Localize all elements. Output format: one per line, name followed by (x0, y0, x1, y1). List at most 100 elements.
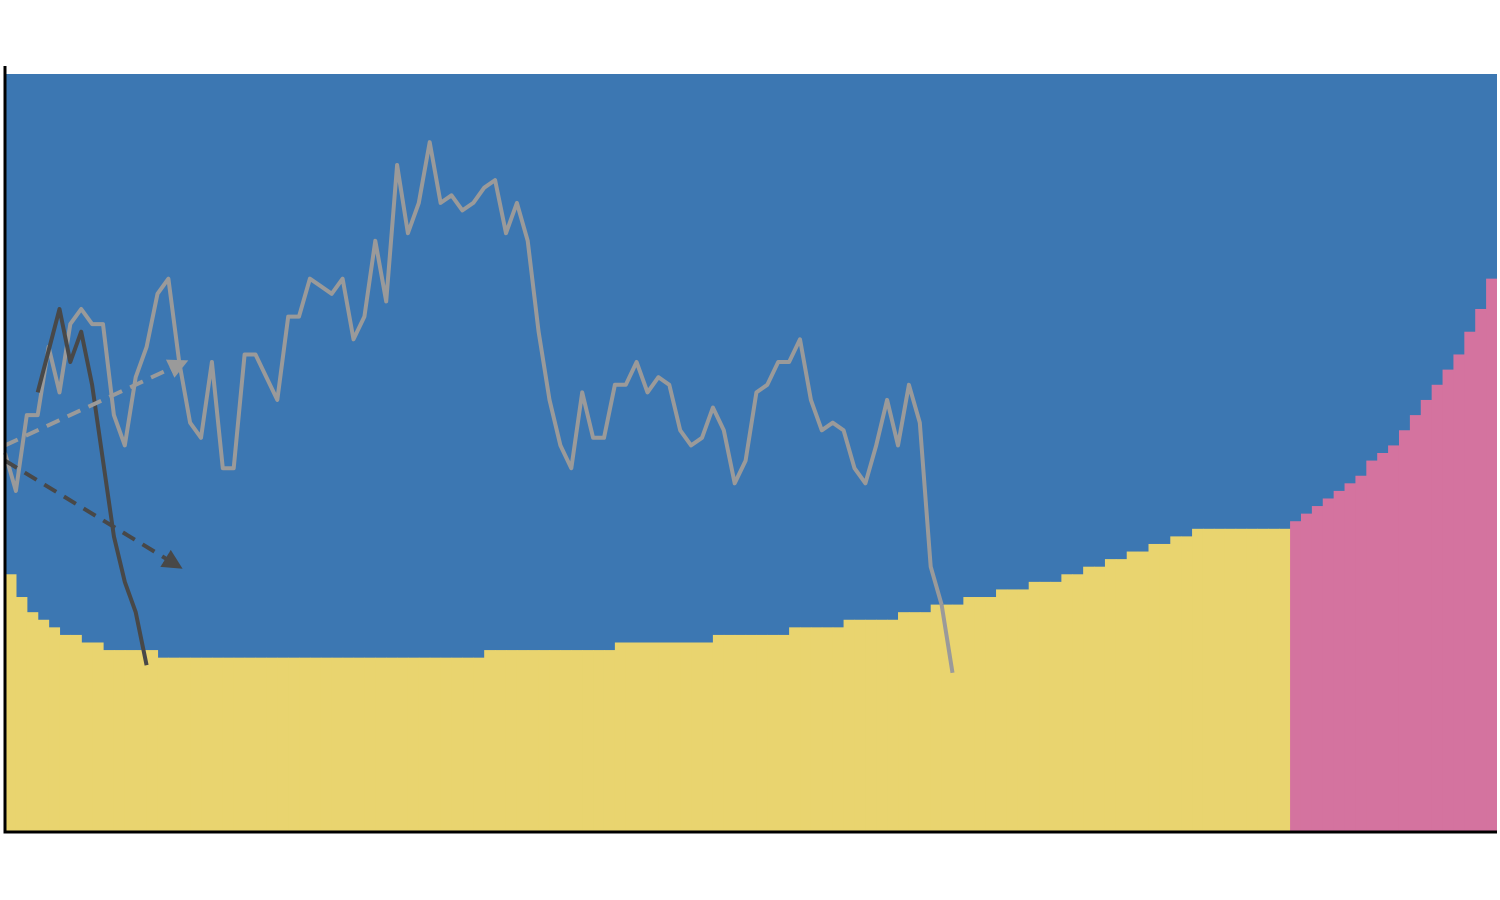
yellow-area-step (1257, 528, 1269, 832)
yellow-area-step (495, 650, 507, 832)
yellow-area-step (92, 642, 104, 832)
yellow-area-step (146, 650, 159, 832)
dark-series-line (35, 307, 149, 666)
yellow-area-step (723, 634, 736, 832)
yellow-area-step (397, 657, 409, 832)
yellow-area-step (898, 612, 910, 832)
yellow-area-step (266, 657, 278, 832)
yellow-area-step (211, 657, 224, 832)
yellow-area-step (1050, 581, 1062, 832)
yellow-area-step (364, 657, 376, 832)
yellow-area-step (832, 627, 845, 832)
yellow-area-step (157, 657, 169, 832)
yellow-area-step (789, 627, 801, 832)
yellow-area-step (440, 657, 453, 832)
yellow-area-step (418, 657, 431, 832)
yellow-area-step (996, 589, 1008, 832)
yellow-area-step (647, 642, 660, 832)
yellow-area-step (854, 619, 866, 832)
pink-area-step (1486, 278, 1497, 832)
yellow-area-step (135, 650, 148, 832)
yellow-area-step (919, 612, 932, 832)
yellow-area-step (124, 650, 137, 832)
yellow-area-step (48, 627, 61, 832)
yellow-area-step (168, 657, 180, 832)
yellow-area-step (299, 657, 311, 832)
pink-area-step (1333, 490, 1346, 832)
series-lines (3, 140, 955, 674)
yellow-area-step (484, 650, 496, 832)
yellow-area-step (1028, 581, 1041, 832)
yellow-area-step (1268, 528, 1280, 832)
pink-area-step (1311, 506, 1324, 832)
yellow-area-step (538, 650, 551, 832)
yellow-area-step (288, 657, 300, 832)
pink-area-step (1398, 430, 1411, 832)
yellow-area-step (462, 657, 474, 832)
yellow-area-step (1213, 528, 1226, 832)
yellow-area-step (593, 650, 605, 832)
yellow-area-step (244, 657, 257, 832)
yellow-area-step (527, 650, 540, 832)
yellow-area-step (821, 627, 834, 832)
yellow-area-step (625, 642, 638, 832)
yellow-area-step (1115, 559, 1128, 832)
yellow-area-step (571, 650, 583, 832)
yellow-area-step (560, 650, 572, 832)
yellow-area-step (37, 619, 50, 832)
yellow-area-step (1094, 566, 1106, 832)
yellow-area-step (407, 657, 420, 832)
yellow-area-step (451, 657, 464, 832)
yellow-area-step (1159, 543, 1171, 832)
yellow-area-step (810, 627, 823, 832)
yellow-area-step (636, 642, 649, 832)
pink-area (1290, 278, 1497, 833)
yellow-area-step (800, 627, 812, 832)
yellow-area-step (1039, 581, 1052, 832)
yellow-area-step (1202, 528, 1215, 832)
yellow-area-step (342, 657, 355, 832)
yellow-area-step (1148, 543, 1160, 832)
yellow-area-step (669, 642, 681, 832)
yellow-area-step (1170, 536, 1182, 832)
yellow-area-step (233, 657, 246, 832)
pink-area-step (1290, 521, 1302, 832)
yellow-area-step (429, 657, 442, 832)
pink-area-step (1464, 331, 1476, 832)
yellow-area-step (691, 642, 703, 832)
yellow-area-step (680, 642, 692, 832)
dark-trend-arrow (3, 458, 183, 569)
yellow-area-step (1083, 566, 1095, 832)
yellow-area-step (876, 619, 888, 832)
yellow-area-step (756, 634, 768, 832)
yellow-area-step (985, 597, 997, 832)
yellow-area-step (712, 634, 725, 832)
yellow-area-step (1006, 589, 1019, 832)
pink-area-step (1366, 460, 1378, 832)
yellow-area-step (375, 657, 387, 832)
pink-area-step (1300, 513, 1313, 832)
pink-area-step (1355, 475, 1367, 832)
yellow-area-step (201, 657, 213, 832)
yellow-area-step (1181, 536, 1193, 832)
light-series-line (3, 140, 944, 606)
yellow-area-step (941, 604, 954, 832)
yellow-area-step (1061, 574, 1073, 832)
yellow-area-step (222, 657, 235, 832)
yellow-area-step (952, 604, 964, 832)
pink-area-step (1409, 415, 1422, 832)
yellow-area-step (908, 612, 921, 832)
yellow-area-step (1279, 528, 1291, 832)
light-series-tail (939, 604, 955, 674)
yellow-area-step (865, 619, 877, 832)
light-trend-arrow (4, 359, 189, 448)
yellow-area (5, 528, 1291, 832)
yellow-area-step (15, 597, 28, 832)
yellow-area-step (26, 612, 39, 832)
yellow-area-step (603, 650, 616, 832)
yellow-area-step (843, 619, 856, 832)
yellow-area-step (386, 657, 398, 832)
yellow-area-step (179, 657, 191, 832)
